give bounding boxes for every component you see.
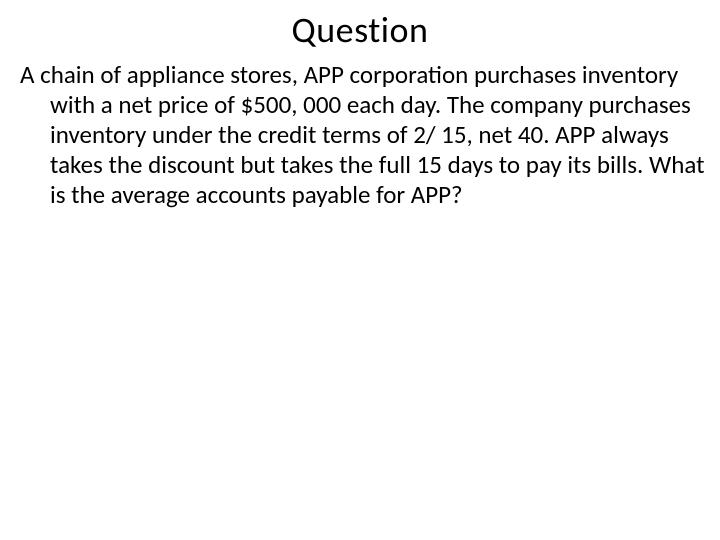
slide-body-text: A chain of appliance stores, APP corpora… (12, 60, 708, 210)
slide-title: Question (12, 8, 708, 52)
slide-container: Question A chain of appliance stores, AP… (0, 0, 720, 540)
